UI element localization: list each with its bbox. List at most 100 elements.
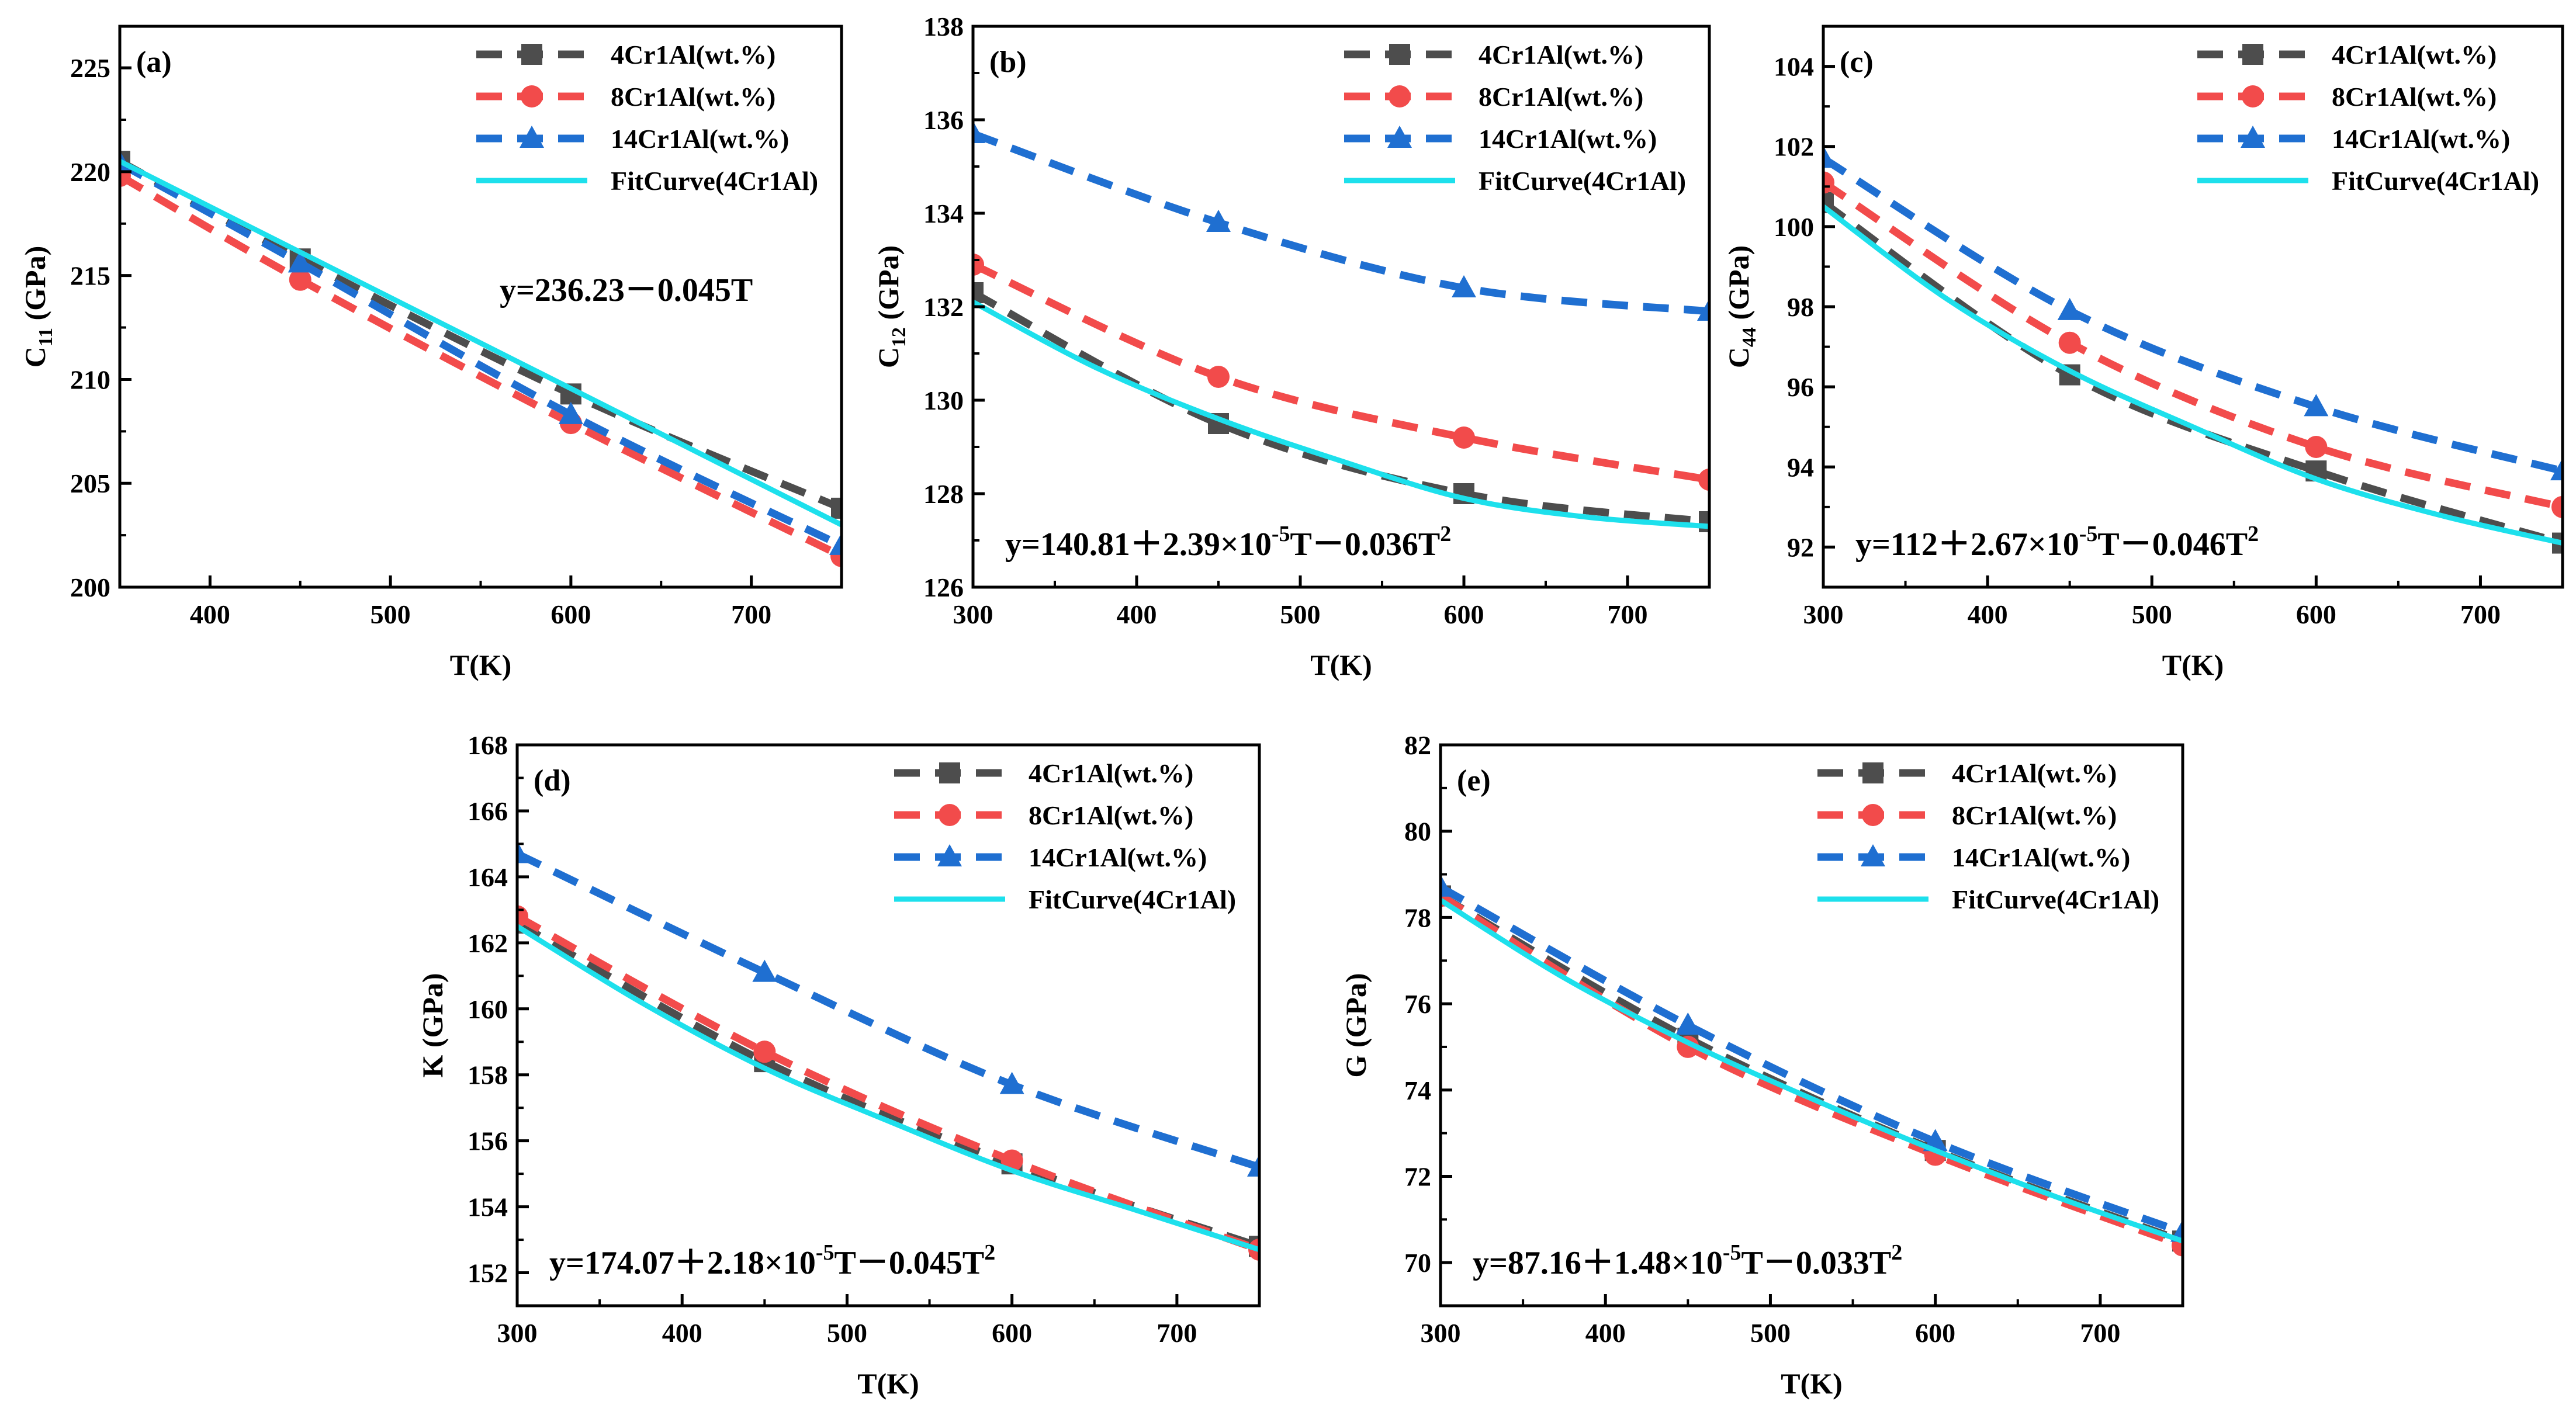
x-axis-label: T(K)	[2162, 648, 2224, 681]
series-group	[1823, 145, 2563, 554]
x-tick-label: 600	[1915, 1318, 1955, 1348]
data-point	[2058, 331, 2081, 354]
y-tick-label: 136	[923, 105, 964, 135]
y-axis-label-unit: (GPa)	[1722, 245, 1755, 327]
fit-equation-part1: y=87.16＋1.48×10	[1473, 1245, 1723, 1281]
x-tick-label: 600	[1444, 599, 1484, 629]
data-point	[1452, 275, 1476, 297]
data-point	[558, 401, 583, 424]
data-point	[973, 121, 985, 143]
data-point	[2057, 297, 2082, 320]
data-point	[831, 497, 842, 519]
fit-equation-exp2: 2	[1440, 522, 1451, 546]
x-tick-label: 500	[2132, 599, 2172, 629]
data-point	[753, 1041, 776, 1063]
fit-equation-exp2: 2	[984, 1240, 995, 1265]
legend-marker-3	[520, 126, 544, 148]
x-tick-label: 300	[1421, 1318, 1461, 1348]
legend-label-2: 8Cr1Al(wt.%)	[1479, 82, 1643, 112]
legend-label-4: FitCurve(4Cr1Al)	[1029, 885, 1236, 914]
y-tick-label: 200	[70, 573, 110, 602]
fit-equation: y=140.81＋2.39×10-5T－0.036T2	[1005, 522, 1451, 563]
x-tick-label: 400	[190, 599, 230, 629]
y-tick-label: 164	[468, 862, 508, 892]
legend-label-2: 8Cr1Al(wt.%)	[611, 82, 775, 112]
x-tick-label: 600	[550, 599, 591, 629]
legend-label-1: 4Cr1Al(wt.%)	[611, 40, 775, 70]
plot-frame	[1439, 743, 2184, 1308]
data-point	[288, 250, 313, 273]
x-tick-label: 500	[371, 599, 411, 629]
fit-equation-exp2: 2	[1891, 1240, 1902, 1265]
data-point	[1247, 1154, 1259, 1177]
legend-label-4: FitCurve(4Cr1Al)	[1952, 885, 2159, 914]
panel-label: (a)	[136, 46, 172, 79]
legend-label-1: 4Cr1Al(wt.%)	[2332, 40, 2497, 70]
y-axis-label-sub: 11	[35, 328, 57, 346]
legend-label-1: 4Cr1Al(wt.%)	[1479, 40, 1643, 70]
fit-equation-exp1: -5	[1272, 522, 1290, 546]
y-tick-label: 104	[1774, 52, 1814, 82]
series-line-3	[120, 159, 842, 549]
y-tick-label: 220	[70, 157, 110, 187]
x-tick-label: 600	[992, 1318, 1032, 1348]
fit-equation: y=174.07＋2.18×10-5T－0.045T2	[549, 1240, 995, 1281]
data-point	[1698, 469, 1709, 491]
series-line-4	[120, 159, 842, 528]
y-tick-label: 72	[1404, 1161, 1431, 1191]
y-axis-label-main: K (GPa)	[416, 973, 449, 1077]
data-point	[2305, 436, 2328, 458]
y-tick-label: 76	[1404, 989, 1431, 1019]
y-tick-label: 130	[923, 386, 964, 415]
fit-equation: y=87.16＋1.48×10-5T－0.033T2	[1473, 1240, 1902, 1281]
chart-panel-d: 300 400 500 600 700 152 154 156 158 160 162 164 166 1…	[416, 730, 1261, 1400]
x-axis-label: T(K)	[450, 648, 512, 681]
plot-frame	[515, 743, 1261, 1308]
data-point	[1207, 366, 1230, 388]
legend-marker-1	[939, 762, 960, 783]
series-line-1	[973, 289, 1709, 526]
data-point	[1823, 171, 1834, 194]
y-axis-label-unit: (GPa)	[872, 245, 905, 327]
y-tick-label: 128	[923, 479, 964, 509]
y-tick-label: 205	[70, 469, 110, 498]
y-tick-label: 126	[923, 573, 964, 602]
y-axis-label: K (GPa)	[416, 973, 449, 1077]
chart-panel-e: 300 400 500 600 700 70 72 74 76 78 80 82 T(K) G (GPa)…	[1339, 730, 2184, 1400]
y-tick-label: 134	[923, 199, 964, 228]
y-axis-label-unit: (GPa)	[19, 246, 51, 328]
x-tick-label: 400	[1968, 599, 2008, 629]
data-point	[1453, 426, 1475, 449]
data-point	[2550, 458, 2563, 481]
series-line-2	[1441, 892, 2183, 1249]
fit-equation-part2: T－0.033T	[1741, 1245, 1891, 1281]
legend-label-4: FitCurve(4Cr1Al)	[1479, 166, 1686, 196]
y-tick-label: 210	[70, 365, 110, 394]
data-point	[829, 532, 842, 555]
fit-equation: y=236.23－0.045T	[500, 272, 753, 308]
fit-equation-part1: y=140.81＋2.39×10	[1005, 526, 1272, 563]
y-tick-label: 102	[1774, 132, 1814, 162]
series-line-4	[1823, 204, 2563, 546]
series-line-2	[517, 913, 1259, 1254]
x-tick-label: 700	[1608, 599, 1648, 629]
x-tick-label: 500	[827, 1318, 867, 1348]
chart-panel-c: 300 400 500 600 700 92 94 96 98 100 102 104 T(K) C44 …	[1722, 25, 2564, 681]
panel-label: (d)	[534, 764, 571, 797]
y-tick-label: 168	[468, 730, 508, 760]
y-axis-label-main: C	[19, 346, 51, 367]
legend-label-1: 4Cr1Al(wt.%)	[1029, 758, 1193, 788]
series-group	[517, 841, 1259, 1261]
series-line-3	[1823, 155, 2563, 475]
x-tick-label: 400	[1117, 599, 1157, 629]
data-point	[973, 282, 984, 303]
legend-label-4: FitCurve(4Cr1Al)	[2332, 166, 2539, 196]
fit-equation-part1: y=174.07＋2.18×10	[549, 1245, 816, 1281]
legend-marker-2	[1389, 85, 1411, 107]
fit-equation-part1: y=236.23－0.045T	[500, 272, 753, 308]
legend-marker-2	[939, 804, 961, 826]
legend-label-1: 4Cr1Al(wt.%)	[1952, 758, 2117, 788]
legend-marker-1	[1389, 44, 1410, 65]
y-axis-label: C11 (GPa)	[19, 246, 57, 367]
y-axis-label-main: C	[1722, 347, 1755, 368]
